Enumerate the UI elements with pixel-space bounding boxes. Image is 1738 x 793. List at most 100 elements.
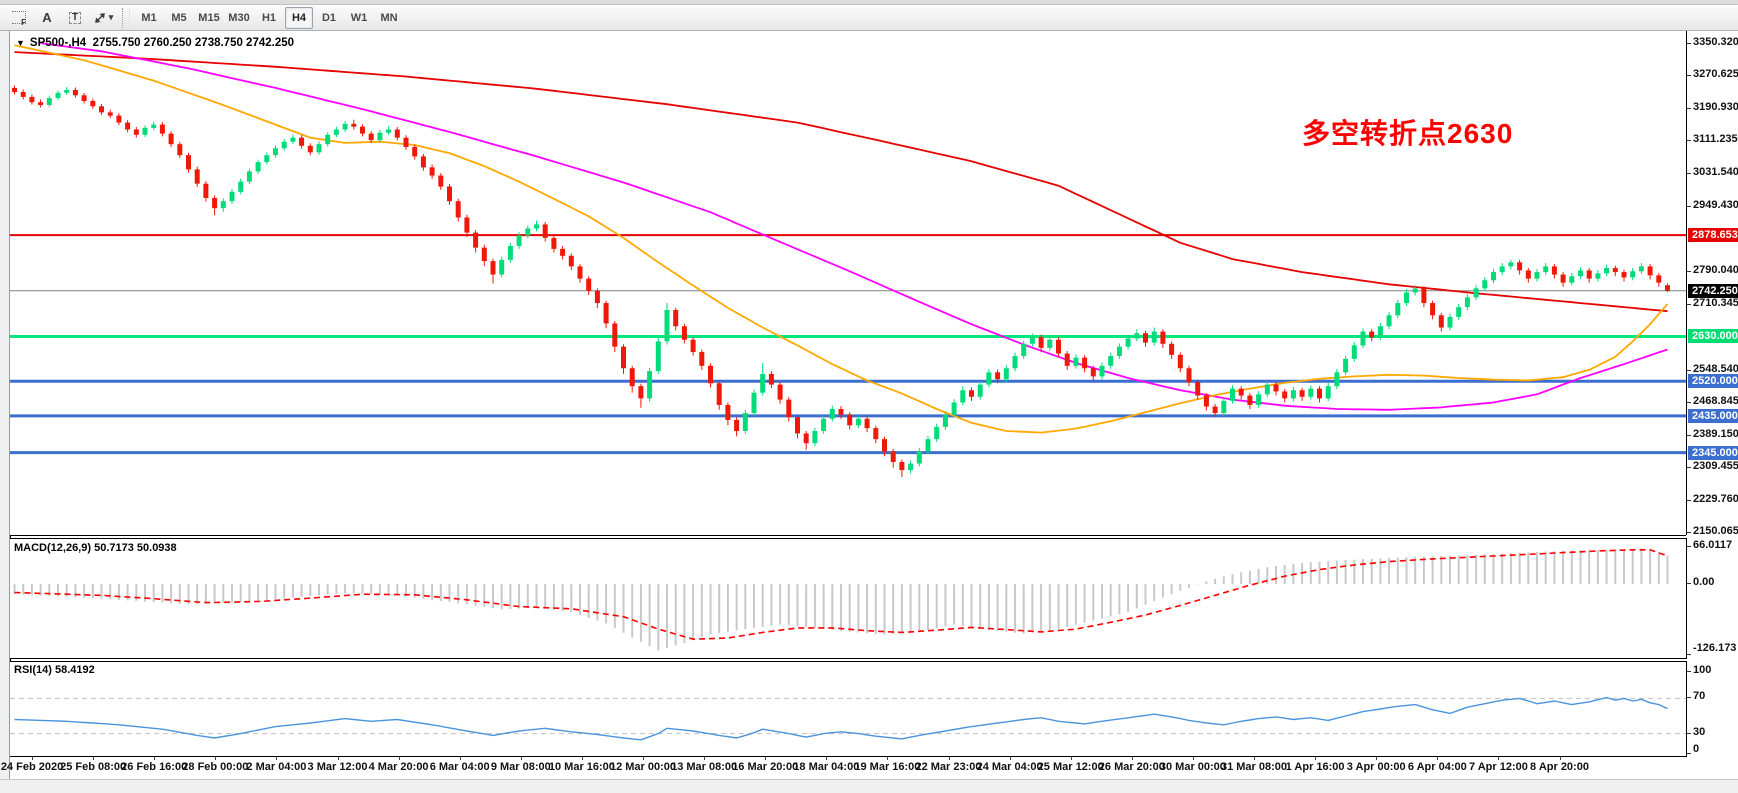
axis-tick (1687, 140, 1691, 142)
candle (951, 402, 957, 415)
time-axis-label: 10 Mar 16:00 (548, 761, 615, 773)
candle (1473, 288, 1479, 298)
candle (1386, 315, 1392, 327)
candle (1551, 266, 1557, 275)
price-chip-label: 2345.000 (1688, 445, 1738, 460)
candle (1230, 388, 1235, 401)
timeframe-button-m15[interactable]: M15 (198, 11, 220, 24)
timeframe-button-m30[interactable]: M30 (228, 11, 250, 24)
candle (1273, 384, 1279, 392)
candle (499, 259, 505, 275)
time-axis-label: 6 Apr 04:00 (1407, 761, 1467, 773)
candle (1090, 368, 1096, 377)
axis-tick (1687, 671, 1691, 672)
candle (194, 169, 200, 184)
candle (473, 232, 479, 248)
price-axis-label: 2710.345 (1693, 296, 1738, 309)
axis-tick (581, 757, 583, 760)
candle (612, 323, 618, 347)
candle (577, 266, 583, 279)
candle (386, 129, 392, 133)
main-price-panel[interactable] (10, 31, 1686, 536)
price-axis-label: 2468.845 (1693, 395, 1738, 408)
candle (1038, 337, 1044, 348)
price-axis-label: 3270.625 (1693, 68, 1738, 81)
price-chip-label: 2435.000 (1688, 408, 1738, 423)
candle (690, 339, 696, 352)
candle (159, 124, 165, 134)
candle (1169, 343, 1175, 355)
candle (1247, 395, 1253, 405)
candle (1508, 262, 1514, 267)
candle (38, 102, 44, 106)
text-label-icon[interactable]: T (62, 7, 88, 29)
timeframe-button-h1[interactable]: H1 (261, 11, 277, 24)
rsi-axis-label: 0 (1693, 743, 1700, 755)
rsi-axis-label: 100 (1693, 664, 1712, 676)
macd-panel[interactable] (10, 538, 1686, 659)
candle (681, 326, 687, 340)
rsi-panel[interactable] (10, 661, 1686, 757)
time-axis-label: 12 Mar 00:00 (609, 761, 677, 773)
candle (803, 433, 809, 444)
candle (220, 201, 226, 209)
candle (1134, 333, 1140, 339)
candle (151, 124, 157, 128)
candle (507, 246, 513, 260)
candle (1003, 368, 1009, 380)
rsi-axis: 100 70 30 0 (1686, 661, 1738, 757)
candle (142, 127, 148, 135)
candle (1586, 270, 1592, 279)
candle (1082, 357, 1088, 369)
timeframe-button-d1[interactable]: D1 (321, 11, 337, 24)
symbol-dropdown-icon[interactable]: ▼ (16, 38, 25, 48)
candle (394, 129, 400, 138)
time-axis-label: 16 Mar 20:00 (732, 761, 799, 773)
candle (829, 408, 835, 419)
chevron-down-icon: ▾ (108, 12, 114, 22)
candle (368, 133, 374, 141)
candle (1517, 262, 1523, 271)
timeframe-button-m1[interactable]: M1 (141, 11, 157, 24)
price-chip-label: 2630.000 (1688, 329, 1738, 344)
candle (1064, 353, 1070, 366)
axis-tick (1070, 757, 1072, 760)
candle (351, 123, 357, 127)
candle (847, 414, 853, 426)
timeframe-button-m5[interactable]: M5 (171, 11, 187, 24)
candle (1412, 288, 1418, 293)
candle (29, 96, 35, 103)
candle (882, 439, 887, 452)
candle (1456, 307, 1462, 317)
timeframe-button-mn[interactable]: MN (380, 11, 398, 24)
axis-tick (1687, 434, 1691, 436)
candle (212, 197, 218, 209)
candle (12, 87, 17, 93)
candle (1377, 326, 1383, 338)
candle (447, 186, 452, 202)
indicators-grid-icon[interactable]: F (6, 7, 32, 29)
axis-tick (1315, 757, 1317, 760)
time-axis-label: 24 Feb 2020 (0, 761, 64, 773)
axis-tick (1687, 369, 1691, 371)
timeframe-button-w1[interactable]: W1 (350, 11, 368, 24)
font-icon[interactable]: A (42, 10, 52, 25)
candle (621, 346, 626, 369)
candle (603, 303, 609, 324)
price-chip-label: 2520.000 (1688, 374, 1738, 389)
candle (490, 261, 496, 275)
candle (1203, 395, 1209, 407)
candle (1604, 268, 1610, 274)
candle (1438, 315, 1444, 328)
timeframe-button-h4[interactable]: H4 (285, 6, 313, 29)
candle (1099, 365, 1105, 377)
chart-title: ▼ SP500-,H4 2755.750 2760.250 2738.750 27… (16, 37, 294, 49)
cursor-arrows-icon[interactable]: ▾ (90, 7, 116, 29)
candle (1256, 394, 1262, 405)
time-axis-label: 28 Feb 00:00 (182, 761, 249, 773)
candle (403, 137, 409, 148)
candle (777, 384, 783, 400)
candle (1464, 297, 1470, 308)
axis-tick (765, 757, 767, 760)
candle (1534, 272, 1540, 279)
